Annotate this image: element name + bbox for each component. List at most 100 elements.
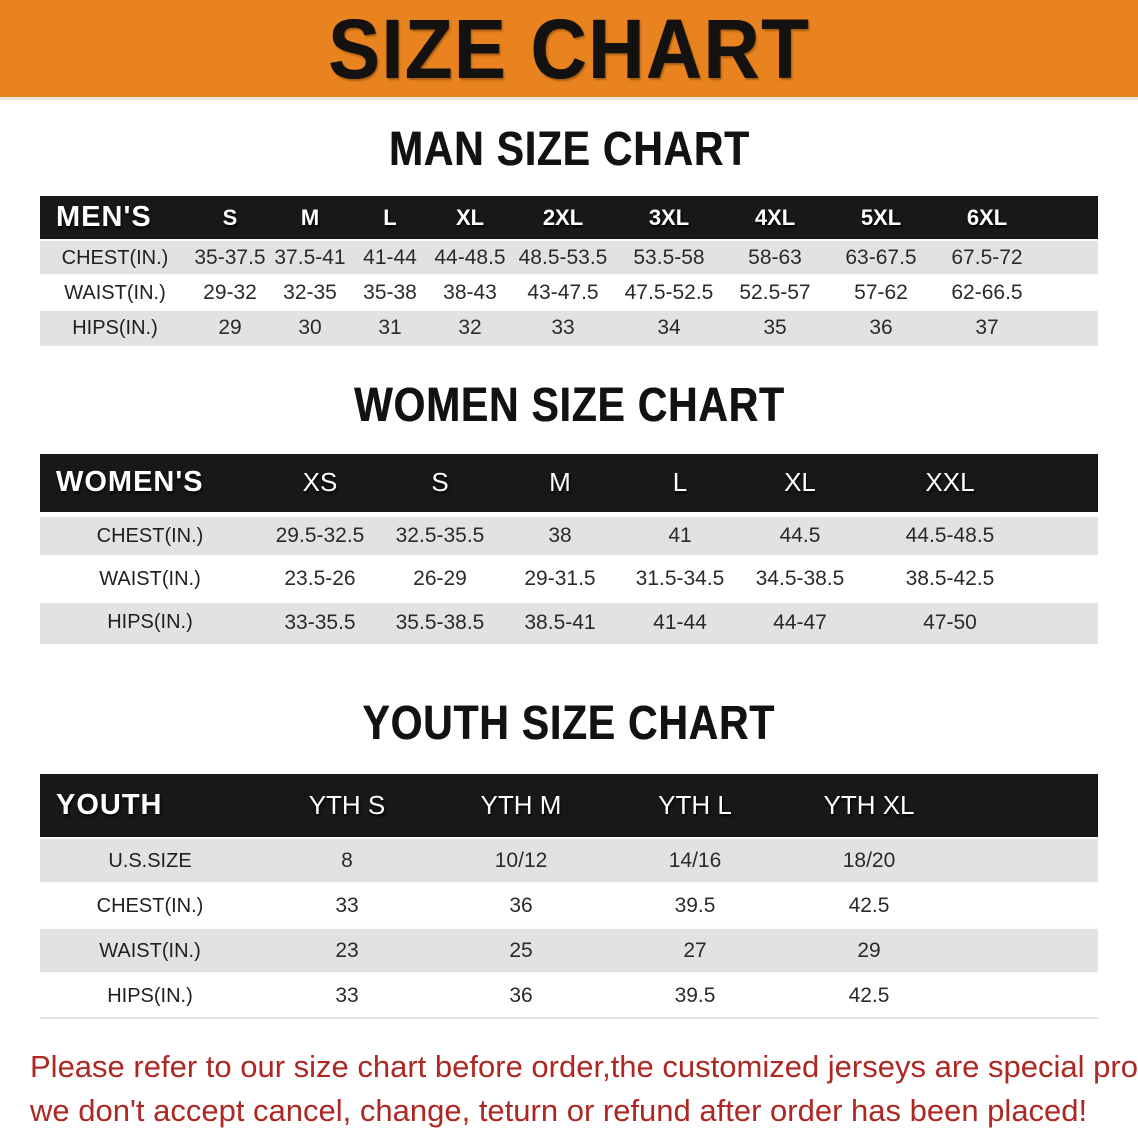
men-size-value: 29-32 [190,274,270,310]
youth-column-header: YTH S [260,774,434,838]
women-column-header: XS [260,454,380,514]
spacer-cell [1040,239,1098,275]
youth-size-value: 25 [434,927,608,973]
men-size-value: 35-38 [350,274,430,310]
women-section-heading-text: WOMEN SIZE CHART [353,379,785,432]
disclaimer-line-1: Please refer to our size chart before or… [30,1049,1138,1084]
women-size-value: 41 [620,511,740,557]
women-table-row: WAIST(IN.) 23.5-26 26-29 29-31.5 31.5-34.5 34… [40,554,1098,600]
women-size-value: 44-47 [740,597,860,643]
youth-row-label: U.S.SIZE [40,837,260,883]
women-size-value: 44.5-48.5 [860,511,1040,557]
men-column-header: 2XL [510,196,616,240]
youth-size-value: 23 [260,927,434,973]
men-size-value: 31 [350,309,430,345]
youth-size-value: 33 [260,972,434,1018]
spacer-cell [956,837,1098,883]
women-column-header: XXL [860,454,1040,514]
men-size-value: 53.5-58 [616,239,722,275]
women-size-value: 26-29 [380,554,500,600]
youth-size-value: 42.5 [782,972,956,1018]
men-size-value: 33 [510,309,616,345]
women-header-label: WOMEN'S [40,454,260,514]
women-column-header: S [380,454,500,514]
men-section-heading: MAN SIZE CHART [0,126,1138,174]
youth-size-value: 29 [782,927,956,973]
men-column-header: 3XL [616,196,722,240]
men-header-label: MEN'S [40,196,190,240]
men-size-value: 57-62 [828,274,934,310]
women-table-row: CHEST(IN.) 29.5-32.5 32.5-35.5 38 41 44.5 44.5… [40,511,1098,557]
men-size-value: 41-44 [350,239,430,275]
youth-row-label: HIPS(IN.) [40,972,260,1018]
banner: SIZE CHART [0,0,1138,100]
men-table-row: HIPS(IN.) 29 30 31 32 33 34 35 36 37 [40,309,1098,345]
youth-row-label: WAIST(IN.) [40,927,260,973]
women-size-value: 32.5-35.5 [380,511,500,557]
women-size-value: 38.5-42.5 [860,554,1040,600]
women-size-value: 33-35.5 [260,597,380,643]
women-size-table: WOMEN'S XS S M L XL XXL CHEST(IN.) 29.5-32.5 32.5… [40,454,1098,644]
spacer-cell [956,774,1098,838]
spacer-cell [956,882,1098,928]
men-size-value: 32-35 [270,274,350,310]
women-column-header: M [500,454,620,514]
men-column-header: XL [430,196,510,240]
women-size-value: 35.5-38.5 [380,597,500,643]
men-table-row: CHEST(IN.) 35-37.5 37.5-41 41-44 44-48.5 48.5… [40,239,1098,275]
men-column-header: S [190,196,270,240]
men-size-value: 67.5-72 [934,239,1040,275]
men-column-header: 6XL [934,196,1040,240]
men-size-value: 29 [190,309,270,345]
spacer-cell [956,927,1098,973]
page-title: SIZE CHART [327,1,811,96]
women-row-label: HIPS(IN.) [40,597,260,643]
women-size-value: 38.5-41 [500,597,620,643]
women-table-row: HIPS(IN.) 33-35.5 35.5-38.5 38.5-41 41-44 44-… [40,597,1098,643]
men-size-value: 43-47.5 [510,274,616,310]
men-size-value: 32 [430,309,510,345]
youth-size-value: 39.5 [608,972,782,1018]
men-size-value: 35 [722,309,828,345]
men-size-value: 48.5-53.5 [510,239,616,275]
youth-size-value: 8 [260,837,434,883]
youth-table-row: WAIST(IN.) 23 25 27 29 [40,927,1098,973]
youth-size-value: 18/20 [782,837,956,883]
youth-size-value: 14/16 [608,837,782,883]
men-column-header: 4XL [722,196,828,240]
youth-column-header: YTH M [434,774,608,838]
disclaimer: Please refer to our size chart before or… [0,1045,1138,1132]
spacer-cell [1040,597,1098,643]
youth-size-value: 10/12 [434,837,608,883]
men-size-value: 34 [616,309,722,345]
men-size-value: 47.5-52.5 [616,274,722,310]
youth-size-table: YOUTH YTH S YTH M YTH L YTH XL U.S.SIZE 8 10/12… [40,774,1098,1019]
men-size-value: 37 [934,309,1040,345]
women-size-value: 38 [500,511,620,557]
women-size-value: 29.5-32.5 [260,511,380,557]
youth-table-row: CHEST(IN.) 33 36 39.5 42.5 [40,882,1098,928]
spacer-cell [1040,196,1098,240]
women-size-value: 29-31.5 [500,554,620,600]
women-row-label: WAIST(IN.) [40,554,260,600]
women-column-header: L [620,454,740,514]
women-size-value: 44.5 [740,511,860,557]
women-header-row: WOMEN'S XS S M L XL XXL [40,454,1098,514]
men-size-value: 30 [270,309,350,345]
disclaimer-line-2: we don't accept cancel, change, teturn o… [30,1093,1088,1128]
youth-size-value: 39.5 [608,882,782,928]
size-sections: MAN SIZE CHART MEN'S S M L XL 2XL 3XL 4XL 5XL 6XL C… [0,126,1138,1019]
spacer-cell [1040,454,1098,514]
men-row-label: CHEST(IN.) [40,239,190,275]
women-column-header: XL [740,454,860,514]
women-section-heading: WOMEN SIZE CHART [0,382,1138,430]
women-size-value: 34.5-38.5 [740,554,860,600]
spacer-cell [956,972,1098,1018]
section-women: WOMEN SIZE CHART WOMEN'S XS S M L XL XXL CHEST(I… [0,382,1138,644]
men-size-table: MEN'S S M L XL 2XL 3XL 4XL 5XL 6XL CHEST(IN.) 35-37… [40,196,1098,346]
women-size-value: 47-50 [860,597,1040,643]
youth-header-row: YOUTH YTH S YTH M YTH L YTH XL [40,774,1098,838]
youth-column-header: YTH L [608,774,782,838]
youth-section-heading: YOUTH SIZE CHART [0,700,1138,748]
men-row-label: WAIST(IN.) [40,274,190,310]
